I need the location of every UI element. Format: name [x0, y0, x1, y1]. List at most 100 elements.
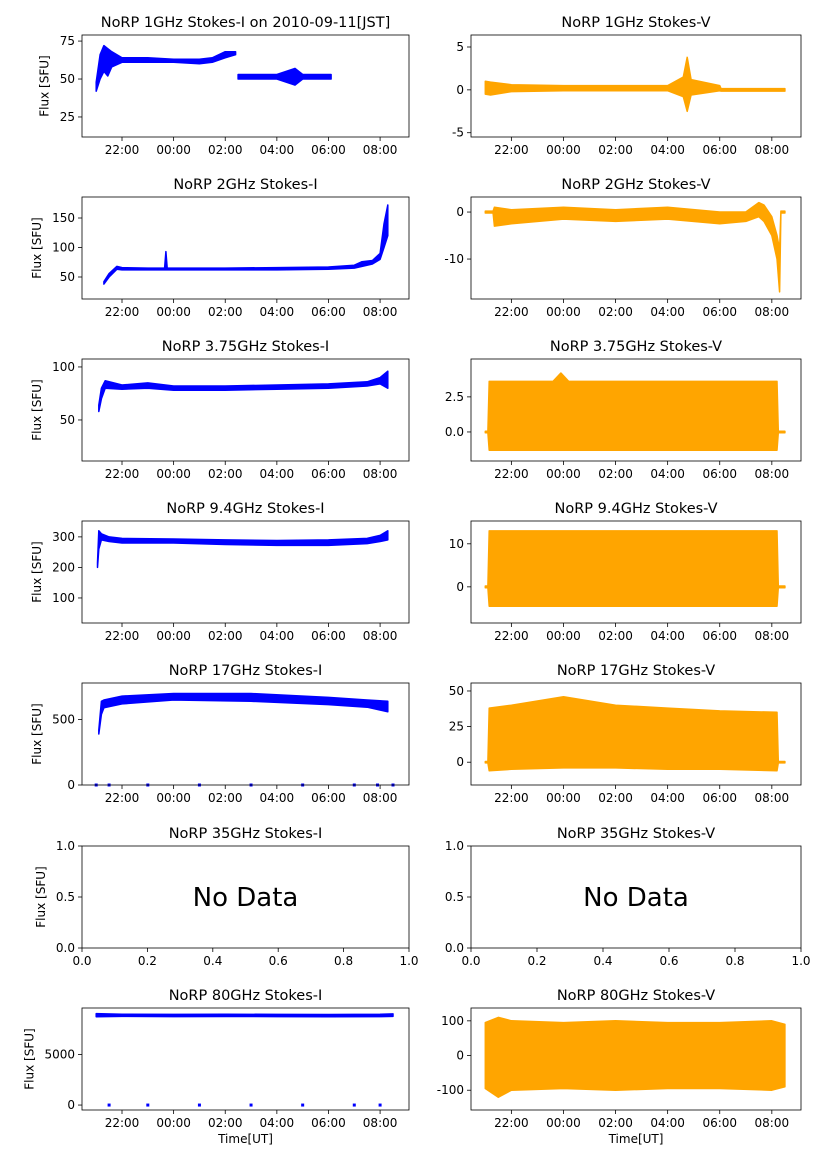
x-tick-label: 08:00 — [363, 467, 398, 481]
axes-frame — [81, 682, 410, 786]
panel-title: NoRP 1GHz Stokes-V — [561, 15, 710, 31]
y-axis-label: Flux [SFU] — [22, 1028, 36, 1089]
x-tick-label: 22:00 — [494, 305, 529, 319]
y-tick-label: 1.0 — [445, 839, 464, 853]
y-tick-label: 0 — [456, 205, 464, 219]
x-tick-label: 00:00 — [546, 143, 581, 157]
y-tick-label: 0.5 — [56, 890, 75, 904]
panel-title: NoRP 3.75GHz Stokes-V — [550, 339, 722, 355]
panel-title: NoRP 3.75GHz Stokes-I — [162, 339, 329, 355]
y-tick-label: 75 — [60, 34, 75, 48]
annotation: No Data — [583, 883, 689, 913]
y-tick-label: 300 — [52, 530, 75, 544]
x-tick-label: 06:00 — [311, 143, 346, 157]
x-tick-label: 00:00 — [156, 791, 191, 805]
annotation: No Data — [193, 883, 299, 913]
x-tick-label: 06:00 — [311, 1116, 346, 1130]
x-tick-label: 0.4 — [203, 954, 222, 968]
x-tick-label: 04:00 — [260, 305, 295, 319]
x-tick-label: 1.0 — [791, 954, 810, 968]
y-tick-label: 50 — [60, 72, 75, 86]
x-tick-label: 06:00 — [702, 305, 737, 319]
axes-frame — [470, 520, 802, 624]
x-tick-label: 0.6 — [659, 954, 678, 968]
x-tick-label: 08:00 — [755, 143, 790, 157]
x-tick-label: 1.0 — [399, 954, 418, 968]
y-tick-label: 500 — [52, 713, 75, 727]
y-tick-label: 200 — [52, 560, 75, 574]
x-tick-label: 02:00 — [598, 629, 633, 643]
x-tick-label: 08:00 — [363, 143, 398, 157]
x-tick-label: 06:00 — [702, 629, 737, 643]
panel-title: NoRP 2GHz Stokes-I — [173, 177, 317, 193]
x-tick-label: 00:00 — [546, 1116, 581, 1130]
flux-band — [96, 530, 389, 569]
flux-band — [484, 1016, 786, 1098]
data-point — [301, 1103, 305, 1107]
flux-band — [103, 204, 389, 285]
x-tick-label: 04:00 — [260, 629, 295, 643]
x-tick-label: 02:00 — [598, 1116, 633, 1130]
x-tick-label: 08:00 — [755, 791, 790, 805]
x-tick-label: 22:00 — [105, 791, 140, 805]
axes-frame — [470, 1007, 802, 1111]
x-tick-label: 06:00 — [702, 143, 737, 157]
x-tick-label: 08:00 — [363, 629, 398, 643]
axes-frame — [470, 682, 802, 786]
x-tick-label: 22:00 — [494, 1116, 529, 1130]
x-tick-label: 0.8 — [334, 954, 353, 968]
x-tick-label: 04:00 — [650, 791, 685, 805]
y-tick-label: 50 — [60, 270, 75, 284]
x-tick-label: 00:00 — [156, 143, 191, 157]
y-tick-label: 100 — [52, 240, 75, 254]
x-tick-label: 02:00 — [598, 467, 633, 481]
x-tick-label: 04:00 — [650, 305, 685, 319]
x-tick-label: 06:00 — [702, 467, 737, 481]
x-tick-label: 04:00 — [650, 467, 685, 481]
y-tick-label: 25 — [60, 110, 75, 124]
x-tick-label: 04:00 — [260, 467, 295, 481]
x-tick-label: 08:00 — [755, 1116, 790, 1130]
y-tick-label: 100 — [52, 591, 75, 605]
y-tick-label: 10 — [449, 537, 464, 551]
x-tick-label: 22:00 — [494, 467, 529, 481]
x-tick-label: 00:00 — [546, 305, 581, 319]
y-tick-label: 25 — [449, 720, 464, 734]
y-tick-label: 1.0 — [56, 839, 75, 853]
x-tick-label: 08:00 — [755, 629, 790, 643]
y-tick-label: 100 — [52, 360, 75, 374]
axes-frame — [81, 1007, 410, 1111]
panel-title: NoRP 35GHz Stokes-V — [557, 826, 715, 842]
panel-title: NoRP 80GHz Stokes-V — [557, 988, 715, 1004]
y-tick-label: 5000 — [44, 1048, 75, 1062]
y-tick-label: 0 — [67, 1098, 75, 1112]
x-tick-label: 22:00 — [494, 791, 529, 805]
y-tick-label: 50 — [449, 684, 464, 698]
x-tick-label: 06:00 — [311, 467, 346, 481]
y-tick-label: 0.0 — [445, 425, 464, 439]
x-tick-label: 0.0 — [72, 954, 91, 968]
data-point — [378, 1103, 382, 1107]
y-axis-label: Flux [SFU] — [34, 866, 48, 927]
axes-frame — [470, 196, 802, 300]
y-axis-label: Flux [SFU] — [38, 55, 52, 116]
x-tick-label: 06:00 — [702, 1116, 737, 1130]
y-axis-label: Flux [SFU] — [30, 379, 44, 440]
x-tick-label: 02:00 — [598, 305, 633, 319]
flux-band — [95, 44, 237, 92]
panel-title: NoRP 17GHz Stokes-I — [169, 663, 323, 679]
x-axis-label: Time[UT] — [217, 1132, 273, 1146]
x-tick-label: 04:00 — [260, 143, 295, 157]
panel-title: NoRP 17GHz Stokes-V — [557, 663, 715, 679]
axes-frame — [81, 34, 410, 138]
y-tick-label: -5 — [452, 126, 464, 140]
data-point — [107, 1103, 111, 1107]
x-axis-label: Time[UT] — [608, 1132, 664, 1146]
panel-title: NoRP 35GHz Stokes-I — [169, 826, 323, 842]
y-tick-label: 0.0 — [56, 941, 75, 955]
y-tick-label: 0 — [456, 755, 464, 769]
panel-title: NoRP 9.4GHz Stokes-V — [555, 501, 718, 517]
x-tick-label: 06:00 — [311, 629, 346, 643]
x-tick-label: 00:00 — [156, 305, 191, 319]
y-tick-label: 2.5 — [445, 390, 464, 404]
